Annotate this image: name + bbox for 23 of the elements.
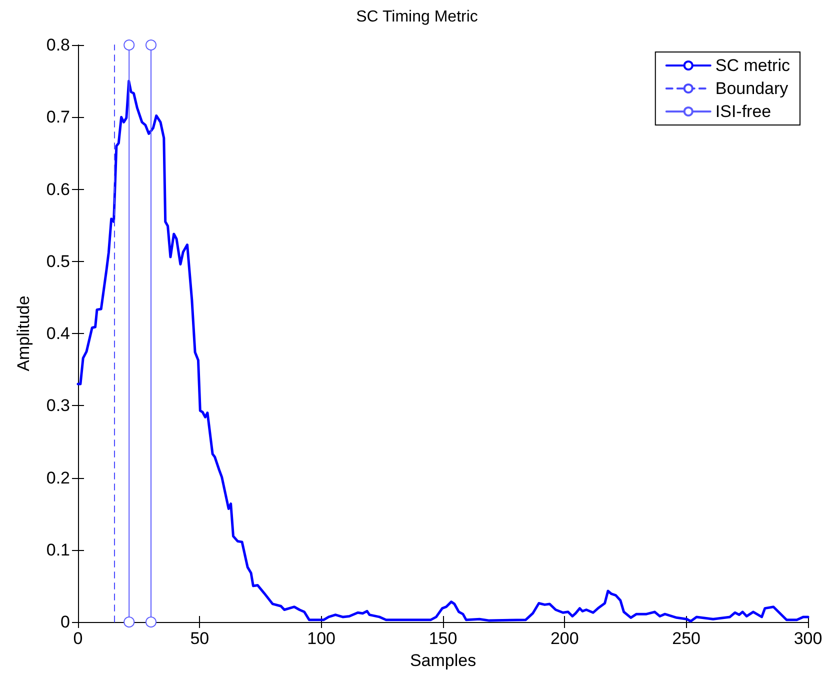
y-tick-label: 0.8 xyxy=(46,36,70,54)
x-tick-label: 200 xyxy=(550,629,579,648)
x-axis-title: Samples xyxy=(410,650,476,670)
legend-label: ISI-free xyxy=(715,102,772,121)
line-series xyxy=(76,80,810,623)
y-axis-title: Amplitude xyxy=(14,296,33,372)
y-tick-label: 0.3 xyxy=(46,396,70,416)
x-tick-label: 250 xyxy=(672,629,701,648)
y-tick-label: 0.1 xyxy=(46,540,70,560)
y-tick-label: 0.6 xyxy=(46,180,70,199)
y-tick-label: 0.5 xyxy=(46,252,70,271)
x-tick-label: 50 xyxy=(190,629,210,648)
x-tick-label: 100 xyxy=(307,629,336,648)
y-tick-label: 0 xyxy=(60,612,70,632)
legend-label: Boundary xyxy=(715,79,789,98)
x-tick-label: 150 xyxy=(428,629,458,648)
y-tick-label: 0.2 xyxy=(46,468,70,488)
y-tick-label: 0.7 xyxy=(46,108,70,127)
chart-title: SC Timing Metric xyxy=(356,8,478,26)
legend-label: SC metric xyxy=(715,56,790,75)
x-tick-label: 0 xyxy=(73,629,83,648)
x-tick-label: 300 xyxy=(794,629,822,648)
y-tick-label: 0.4 xyxy=(46,324,70,343)
